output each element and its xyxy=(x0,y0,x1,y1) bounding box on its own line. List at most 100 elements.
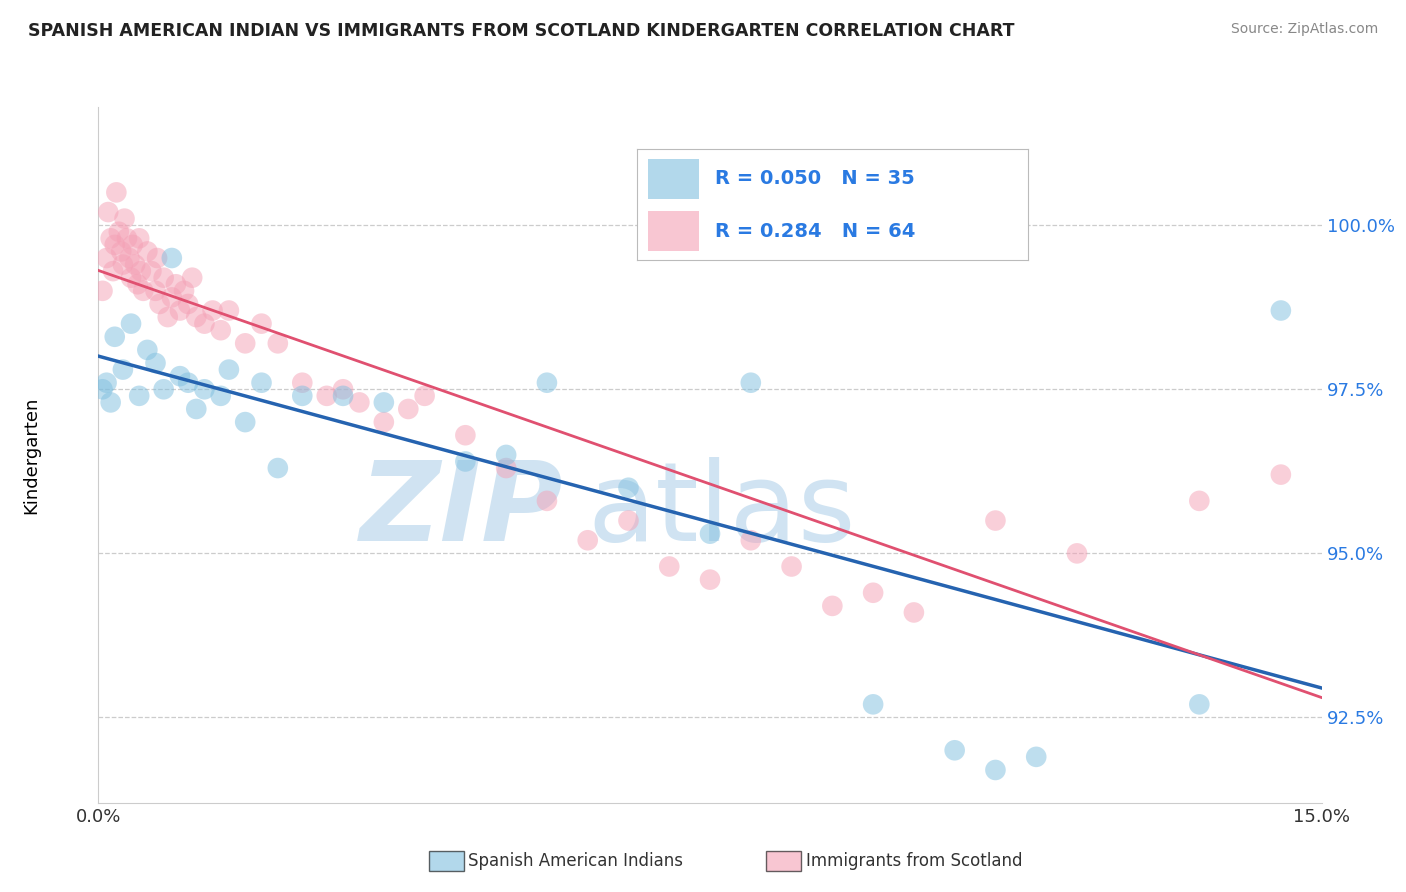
Point xyxy=(1270,303,1292,318)
Point xyxy=(96,251,118,265)
Point xyxy=(120,317,142,331)
Point xyxy=(193,382,215,396)
Point xyxy=(821,599,844,613)
Point xyxy=(617,514,640,528)
Point xyxy=(536,494,558,508)
Point xyxy=(233,415,256,429)
Text: atlas: atlas xyxy=(588,457,856,564)
Point xyxy=(267,336,290,351)
Text: Spanish American Indians: Spanish American Indians xyxy=(468,852,683,870)
Point xyxy=(373,395,395,409)
Point xyxy=(332,389,354,403)
Point xyxy=(373,415,395,429)
Point xyxy=(699,573,721,587)
Point xyxy=(186,401,208,416)
Point xyxy=(128,231,150,245)
Point xyxy=(136,343,159,357)
Point xyxy=(617,481,640,495)
Point xyxy=(233,336,256,351)
Point xyxy=(1270,467,1292,482)
Point xyxy=(152,270,174,285)
Point xyxy=(120,270,142,285)
Point xyxy=(160,290,183,304)
Point xyxy=(169,303,191,318)
Point xyxy=(110,244,132,259)
Point xyxy=(149,297,172,311)
Point xyxy=(105,186,128,200)
Point xyxy=(173,284,195,298)
Text: ZIP: ZIP xyxy=(360,457,564,564)
Point xyxy=(862,586,884,600)
Point xyxy=(101,264,124,278)
Point xyxy=(250,376,273,390)
Point xyxy=(209,323,232,337)
Point xyxy=(576,533,599,548)
Point xyxy=(454,454,477,468)
Point xyxy=(218,362,240,376)
Point xyxy=(903,606,925,620)
Point xyxy=(250,317,273,331)
Point xyxy=(536,376,558,390)
Point xyxy=(115,231,138,245)
Point xyxy=(97,205,120,219)
Point xyxy=(108,225,131,239)
Point xyxy=(267,461,290,475)
Point xyxy=(124,258,146,272)
Point xyxy=(209,389,232,403)
Point xyxy=(104,330,127,344)
Point xyxy=(111,258,134,272)
Point xyxy=(201,303,224,318)
Point xyxy=(91,284,114,298)
Point xyxy=(132,284,155,298)
Point xyxy=(111,362,134,376)
Point xyxy=(136,244,159,259)
Point xyxy=(218,303,240,318)
Point xyxy=(129,264,152,278)
Point xyxy=(141,264,163,278)
Text: Kindergarten: Kindergarten xyxy=(22,396,41,514)
Point xyxy=(1188,494,1211,508)
Point xyxy=(91,382,114,396)
Point xyxy=(862,698,884,712)
Point xyxy=(984,763,1007,777)
Point xyxy=(177,297,200,311)
Text: SPANISH AMERICAN INDIAN VS IMMIGRANTS FROM SCOTLAND KINDERGARTEN CORRELATION CHA: SPANISH AMERICAN INDIAN VS IMMIGRANTS FR… xyxy=(28,22,1015,40)
Point xyxy=(160,251,183,265)
Point xyxy=(128,389,150,403)
Point xyxy=(495,461,517,475)
Point xyxy=(454,428,477,442)
Point xyxy=(169,369,191,384)
Point xyxy=(413,389,436,403)
Point xyxy=(186,310,208,324)
Point xyxy=(291,389,314,403)
Point xyxy=(146,251,169,265)
Point xyxy=(181,270,204,285)
Point xyxy=(145,356,167,370)
Point xyxy=(100,231,122,245)
Point xyxy=(118,251,141,265)
Point xyxy=(104,238,127,252)
Point xyxy=(156,310,179,324)
Point xyxy=(658,559,681,574)
Point xyxy=(943,743,966,757)
Point xyxy=(193,317,215,331)
Point xyxy=(177,376,200,390)
Point xyxy=(1188,698,1211,712)
Text: Source: ZipAtlas.com: Source: ZipAtlas.com xyxy=(1230,22,1378,37)
Point xyxy=(145,284,167,298)
Point xyxy=(291,376,314,390)
Point xyxy=(114,211,136,226)
Point xyxy=(121,238,143,252)
Point xyxy=(349,395,371,409)
Point xyxy=(1066,546,1088,560)
Point xyxy=(165,277,187,292)
Point xyxy=(100,395,122,409)
Point xyxy=(740,376,762,390)
Point xyxy=(740,533,762,548)
Point xyxy=(315,389,337,403)
Point xyxy=(396,401,419,416)
Point xyxy=(699,526,721,541)
Point xyxy=(96,376,118,390)
Point xyxy=(332,382,354,396)
Point xyxy=(984,514,1007,528)
